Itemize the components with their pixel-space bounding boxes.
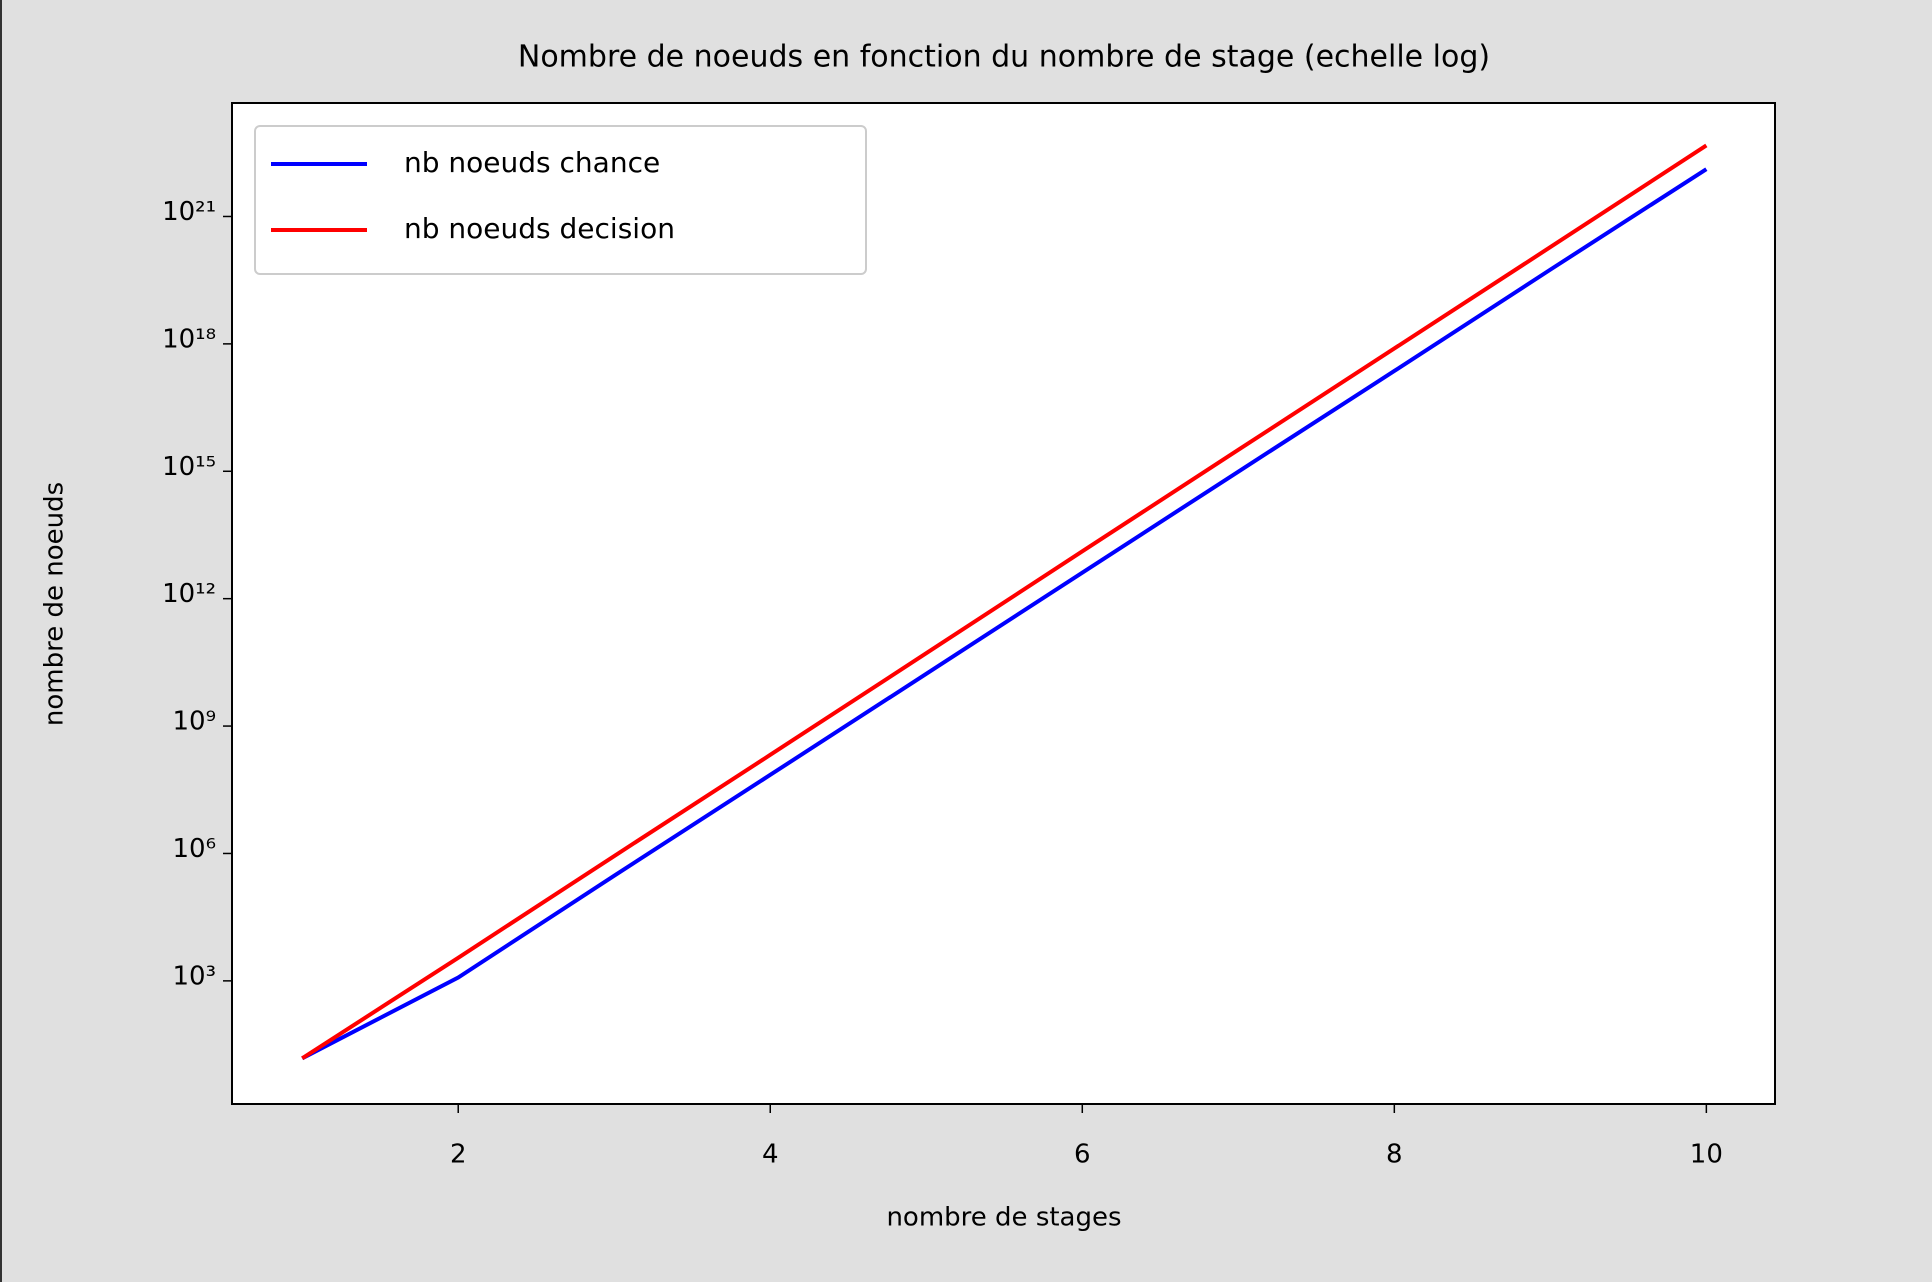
chart-title: Nombre de noeuds en fonction du nombre d… xyxy=(518,40,1490,75)
y-tick-label: 10¹⁵ xyxy=(162,452,216,482)
legend-label: nb noeuds decision xyxy=(404,212,675,245)
legend-box xyxy=(254,125,867,275)
legend-label: nb noeuds chance xyxy=(404,146,660,179)
series-line xyxy=(301,167,1708,1061)
y-tick-label: 10⁶ xyxy=(172,834,216,864)
y-tick-label: 10³ xyxy=(172,961,216,991)
y-axis-label: nombre de noeuds xyxy=(40,482,70,726)
x-tick-label: 4 xyxy=(762,1140,779,1170)
y-tick-label: 10¹⁸ xyxy=(162,324,216,354)
y-tick-label: 10²¹ xyxy=(162,197,216,227)
x-tick-label: 2 xyxy=(450,1140,467,1170)
series-line xyxy=(301,143,1708,1061)
x-tick-label: 6 xyxy=(1074,1140,1091,1170)
y-tick-label: 10¹² xyxy=(162,579,216,609)
x-tick-label: 10 xyxy=(1690,1140,1723,1170)
y-tick-label: 10⁹ xyxy=(172,707,216,737)
plot-frame xyxy=(231,102,1776,1105)
x-axis-label: nombre de stages xyxy=(886,1203,1121,1233)
x-tick-label: 8 xyxy=(1386,1140,1403,1170)
